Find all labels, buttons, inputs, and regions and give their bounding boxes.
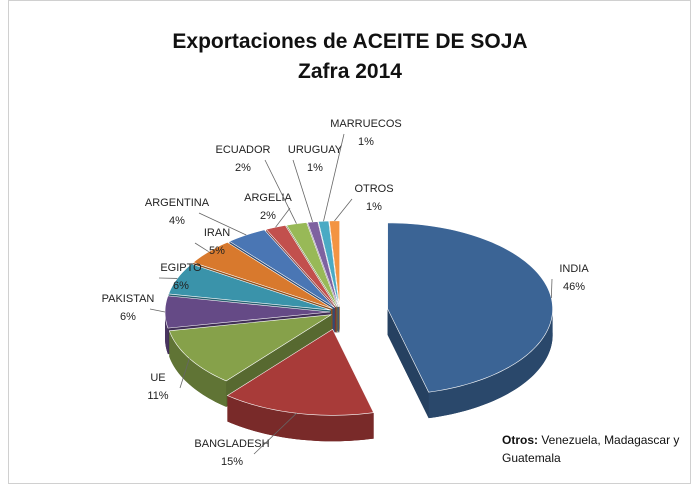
value-label: 2% [260,210,276,222]
category-label: OTROS [354,183,393,195]
value-label: 11% [147,390,168,402]
value-label: 46% [563,281,585,293]
category-label: PAKISTAN [102,293,155,305]
note: Otros: Venezuela, Madagascar y Guatemala [502,431,692,467]
value-label: 1% [307,162,323,174]
category-label: INDIA [559,263,589,275]
category-label: EGIPTO [160,262,202,274]
value-label: 15% [221,456,243,468]
category-label: IRAN [204,227,230,239]
value-label: 1% [366,201,382,213]
value-label: 6% [120,311,136,323]
category-label: URUGUAY [288,144,343,156]
note-label: Otros: [502,433,538,447]
value-label: 6% [173,280,189,292]
category-label: UE [150,372,165,384]
category-label: ARGENTINA [145,197,210,209]
value-label: 1% [358,136,374,148]
chart-title: Exportaciones de ACEITE DE SOJA [172,30,527,53]
category-label: ARGELIA [244,192,292,204]
value-label: 5% [209,245,225,257]
value-label: 2% [235,162,251,174]
category-label: MARRUECOS [330,118,402,130]
value-label: 4% [169,215,185,227]
chart-subtitle: Zafra 2014 [298,60,402,83]
category-label: BANGLADESH [194,438,269,450]
category-label: ECUADOR [215,144,270,156]
